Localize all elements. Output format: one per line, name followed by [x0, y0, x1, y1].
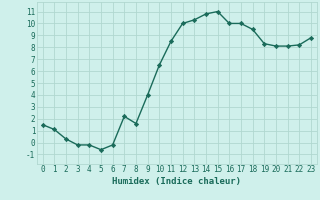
X-axis label: Humidex (Indice chaleur): Humidex (Indice chaleur) [112, 177, 241, 186]
